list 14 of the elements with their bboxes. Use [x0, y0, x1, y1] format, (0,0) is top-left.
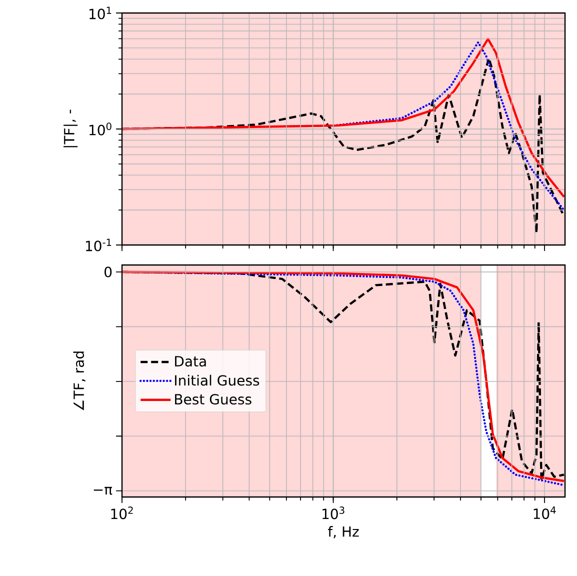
y-tick-label: 10$^{-1}$	[86, 238, 112, 252]
y-tick-label: 10$^{0}$	[90, 122, 112, 136]
y-tick-label: −π	[94, 486, 112, 495]
y-tick-label: 0	[104, 266, 112, 278]
legend-label: Data	[175, 356, 206, 367]
x-tick-label: 10$^{4}$	[534, 506, 556, 520]
legend-label: Initial Guess	[175, 374, 260, 386]
x-axis-title: f, Hz	[328, 526, 359, 538]
y-tick-label: 10$^{1}$	[90, 6, 112, 20]
y-axis-title: ∠TF, rad	[73, 352, 86, 410]
x-tick-label: 10$^{2}$	[111, 506, 133, 520]
x-tick-label: 10$^{3}$	[322, 506, 344, 520]
y-axis-title: |TF|, -	[64, 110, 78, 148]
legend-label: Best Guess	[175, 394, 252, 405]
